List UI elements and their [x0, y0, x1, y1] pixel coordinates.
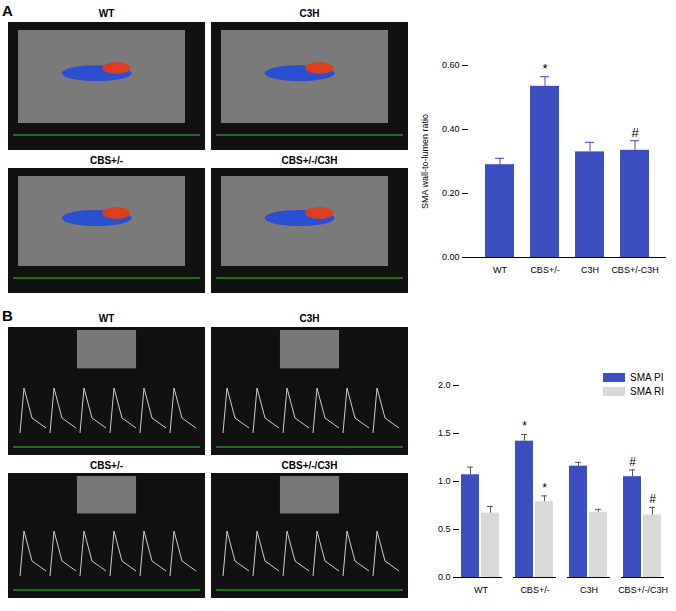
svg-text:0.60: 0.60	[442, 60, 460, 70]
html-text:B: B	[2, 307, 13, 324]
svg-text:WT: WT	[474, 585, 488, 595]
html-text:C3H: C3H	[299, 313, 320, 324]
html-text:SMA PI: SMA PI	[630, 372, 664, 383]
svg-text:2.0: 2.0	[438, 380, 451, 390]
svg-text:C3H: C3H	[581, 265, 599, 275]
html-text:C3H: C3H	[299, 8, 320, 19]
svg-text:0.40: 0.40	[442, 124, 460, 134]
html-text:WT: WT	[98, 8, 115, 19]
svg-text:*: *	[522, 419, 527, 433]
svg-text:0.00: 0.00	[442, 252, 460, 262]
svg-text:#: #	[649, 492, 656, 506]
svg-text:1.5: 1.5	[438, 428, 451, 438]
html-text:CBS+/-/C3H: CBS+/-/C3H	[281, 460, 338, 471]
svg-text:0.0: 0.0	[438, 572, 451, 582]
svg-text:SMA wall-to-lumen ratio: SMA wall-to-lumen ratio	[420, 114, 430, 209]
svg-text:CBS+/-: CBS+/-	[530, 265, 559, 275]
html-text:CBS+/-/C3H: CBS+/-/C3H	[281, 155, 338, 166]
svg-text:*: *	[542, 481, 547, 495]
svg-text:0.5: 0.5	[438, 524, 451, 534]
svg-text:0.20: 0.20	[442, 188, 460, 198]
svg-text:C3H: C3H	[580, 585, 598, 595]
svg-text:#: #	[631, 125, 639, 140]
html-text:A: A	[2, 2, 13, 19]
html-text:CBS+/-: CBS+/-	[90, 460, 123, 471]
html-text:CBS+/-: CBS+/-	[90, 155, 123, 166]
html-text:SMA RI: SMA RI	[630, 386, 664, 397]
svg-text:#: #	[629, 455, 636, 469]
svg-text:1.0: 1.0	[438, 476, 451, 486]
svg-text:*: *	[542, 61, 547, 76]
svg-text:WT: WT	[493, 265, 507, 275]
html-text:WT: WT	[98, 313, 115, 324]
svg-text:CBS+/-: CBS+/-	[520, 585, 549, 595]
svg-text:CBS+/-C3H: CBS+/-C3H	[611, 265, 658, 275]
svg-text:CBS+/-/C3H: CBS+/-/C3H	[618, 585, 668, 595]
